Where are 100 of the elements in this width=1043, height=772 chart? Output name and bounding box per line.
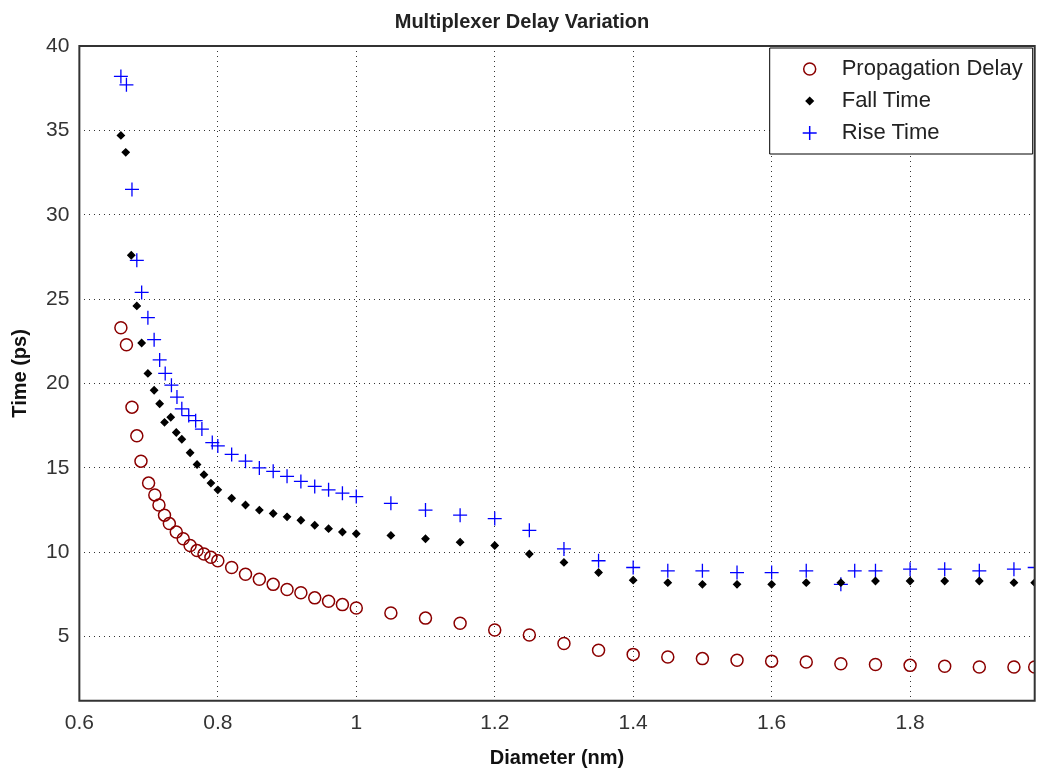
point [452, 507, 468, 523]
y-tick-label: 30 [46, 201, 70, 225]
point [421, 534, 430, 543]
point [224, 560, 239, 575]
point [169, 389, 185, 405]
point [937, 561, 953, 577]
point [732, 580, 742, 589]
point [663, 578, 672, 587]
point [266, 577, 280, 592]
point [116, 131, 126, 140]
point [590, 553, 607, 569]
point [591, 643, 606, 657]
x-tick-label: 1.8 [895, 710, 925, 734]
x-tick-label: 1 [350, 710, 363, 734]
y-tick-label: 40 [46, 32, 70, 56]
point [282, 512, 292, 521]
point [199, 470, 209, 479]
x-tick-label: 1.4 [618, 710, 649, 734]
point [764, 654, 779, 668]
point [197, 547, 211, 561]
point [206, 478, 216, 488]
point [694, 563, 711, 579]
point [162, 516, 177, 531]
point [867, 563, 884, 579]
point [352, 529, 361, 538]
point [383, 495, 399, 511]
point [321, 594, 336, 608]
point [140, 310, 156, 326]
legend-label: Propagation Delay [841, 55, 1023, 81]
point [125, 400, 139, 414]
point [521, 522, 537, 538]
point [940, 576, 949, 586]
point [149, 386, 159, 395]
point [269, 509, 278, 518]
point [134, 284, 150, 301]
point [975, 576, 984, 586]
point [204, 550, 218, 565]
point [157, 365, 173, 382]
y-tick-label: 5 [57, 623, 70, 647]
point [204, 434, 220, 451]
y-tick-label: 20 [46, 370, 70, 394]
point [847, 563, 863, 579]
point [349, 601, 364, 615]
point [227, 494, 236, 503]
point [802, 578, 811, 587]
point [163, 377, 180, 393]
point [937, 659, 952, 673]
point [121, 148, 130, 157]
point [626, 647, 640, 662]
point [296, 516, 306, 525]
point [594, 568, 603, 577]
chart-title: Multiplexer Delay Variation [394, 9, 650, 32]
point [763, 564, 780, 581]
y-tick-label: 15 [46, 454, 70, 478]
legend-label: Rise Time [841, 119, 940, 145]
point [252, 572, 267, 587]
point [155, 399, 164, 408]
point [310, 521, 319, 530]
point [625, 559, 641, 576]
point [293, 473, 309, 490]
point [130, 429, 144, 443]
point [698, 580, 707, 589]
point [729, 564, 745, 581]
point [338, 527, 347, 537]
point [868, 657, 883, 672]
point [903, 658, 917, 673]
point [386, 531, 396, 540]
point [629, 575, 638, 585]
point [417, 502, 434, 518]
point [1007, 660, 1021, 674]
point [119, 337, 134, 352]
point [238, 567, 253, 581]
point [905, 576, 915, 586]
legend-label: Fall Time [841, 87, 931, 113]
point [522, 628, 537, 642]
point [160, 418, 169, 427]
point [324, 524, 333, 533]
point [320, 482, 337, 498]
point [143, 369, 153, 378]
point [148, 488, 162, 502]
x-tick-label: 0.8 [203, 710, 233, 734]
point [255, 505, 264, 515]
point [183, 538, 197, 553]
point [190, 543, 204, 558]
point [334, 485, 351, 501]
point [767, 580, 776, 589]
point [556, 541, 572, 557]
point [114, 321, 128, 335]
x-tick-label: 1.2 [480, 710, 510, 734]
y-tick-label: 10 [46, 539, 70, 563]
point [237, 453, 254, 469]
point [211, 553, 225, 568]
point [487, 510, 503, 527]
point [455, 538, 465, 547]
point [660, 563, 676, 579]
y-tick-label: 35 [46, 117, 70, 141]
point [177, 435, 186, 444]
point [279, 468, 295, 484]
point [972, 660, 987, 674]
point [210, 438, 226, 454]
